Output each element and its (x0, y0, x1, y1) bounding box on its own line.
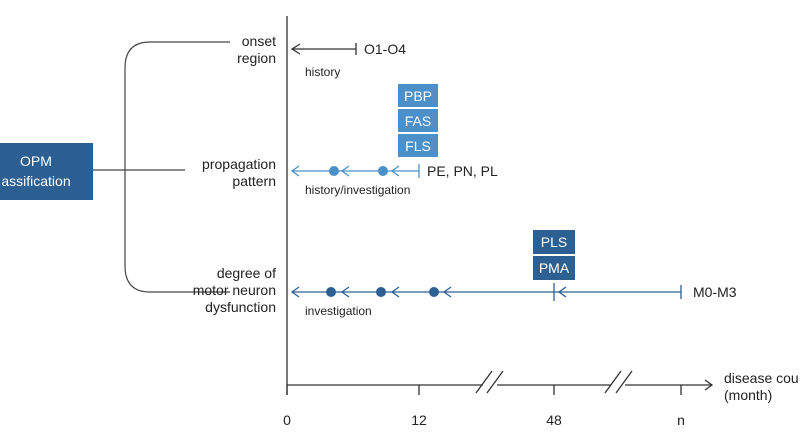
motor-method-label: investigation (305, 304, 372, 318)
propagation-label-line2: pattern (232, 173, 276, 189)
motor-arrowhead-2 (340, 286, 350, 298)
propagation-method-label: history/investigation (305, 183, 410, 197)
axis-break-2b (615, 370, 633, 394)
pma-box-label: PMA (539, 260, 570, 276)
onset-label-line2: region (237, 50, 276, 66)
tick-label-n: n (677, 412, 685, 428)
axis-title-line1: disease cou (724, 370, 799, 386)
propagation-timeline (290, 164, 420, 178)
motor-neuron-label: degree of motor neuron dysfunction (193, 265, 276, 315)
onset-range-label: O1-O4 (364, 41, 406, 57)
pbp-box-label: PBP (404, 88, 432, 104)
motor-boxes: PLS PMA (533, 230, 575, 280)
time-axis-arrowhead (704, 379, 714, 391)
time-axis (286, 370, 714, 395)
motor-dot-1 (326, 287, 336, 297)
motor-arrowhead-1 (290, 286, 300, 298)
pma-box (533, 256, 575, 280)
onset-arrowhead (290, 43, 301, 55)
classification-box-bg (0, 143, 93, 200)
tick-label-48: 48 (546, 412, 562, 428)
onset-method-label: history (305, 65, 340, 79)
tick-label-12: 12 (411, 412, 427, 428)
classification-subtitle: assification (1, 173, 70, 189)
motor-label-line3: dysfunction (205, 299, 276, 315)
fls-box (398, 134, 438, 157)
tick-label-0: 0 (283, 412, 291, 428)
axis-break-2a (604, 370, 622, 394)
motor-range-label: M0-M3 (693, 284, 737, 300)
propagation-arrowhead-1 (290, 165, 300, 177)
propagation-arrowhead-2 (340, 165, 350, 177)
propagation-label-line1: propagation (202, 156, 276, 172)
motor-arrowhead-4 (442, 286, 452, 298)
fas-box (398, 109, 438, 132)
propagation-range-label: PE, PN, PL (427, 163, 498, 179)
axis-break-1a (475, 370, 493, 394)
motor-label-line1: degree of (217, 265, 276, 281)
pls-box (533, 230, 575, 254)
propagation-dot-2 (378, 166, 388, 176)
motor-arrowhead-3 (390, 286, 400, 298)
motor-timeline (290, 283, 682, 301)
axis-break-1b (486, 370, 504, 394)
motor-arrowhead-5 (557, 286, 567, 298)
fls-box-label: FLS (405, 138, 431, 154)
onset-timeline: O1-O4 history (290, 41, 406, 79)
propagation-boxes: PBP FAS FLS (398, 84, 438, 157)
fas-box-label: FAS (405, 113, 431, 129)
propagation-pattern-label: propagation pattern (202, 156, 276, 189)
onset-region-label: onset region (237, 33, 276, 66)
propagation-dot-1 (329, 166, 339, 176)
motor-label-line2: motor neuron (193, 282, 276, 298)
opm-classification-box: OPM assification (0, 143, 93, 200)
category-bracket (124, 41, 230, 293)
onset-label-line1: onset (242, 33, 276, 49)
axis-title-line2: (month) (724, 387, 772, 403)
motor-dot-2 (376, 287, 386, 297)
motor-dot-3 (429, 287, 439, 297)
pls-box-label: PLS (541, 234, 567, 250)
classification-title: OPM (20, 153, 52, 169)
propagation-arrowhead-3 (390, 165, 400, 177)
pbp-box (398, 84, 438, 107)
